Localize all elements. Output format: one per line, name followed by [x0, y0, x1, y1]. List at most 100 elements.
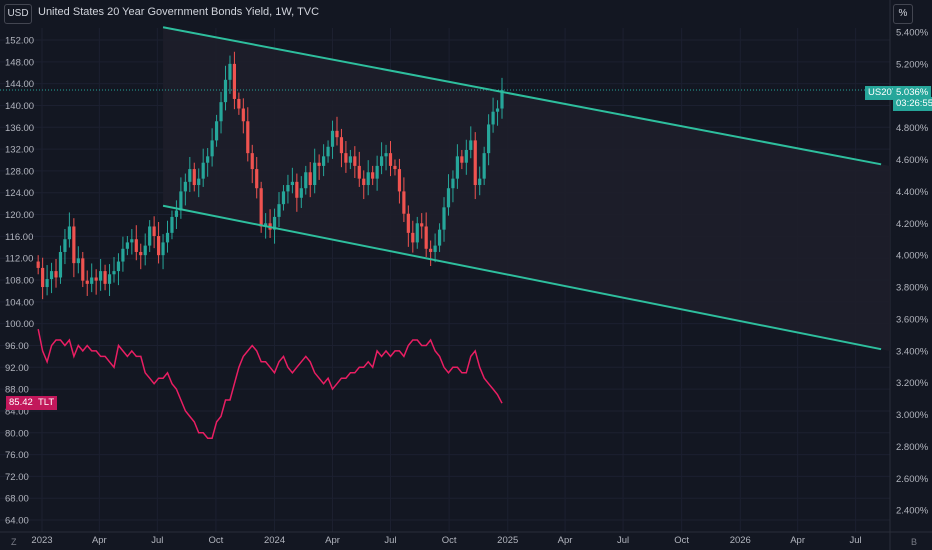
- time-tick-label: Jul: [617, 535, 629, 546]
- candle-body: [429, 248, 433, 252]
- candle: [362, 170, 366, 200]
- left-tick-label: 80.00: [5, 428, 29, 439]
- candle: [246, 107, 250, 162]
- left-tick-label: 76.00: [5, 450, 29, 461]
- candle-body: [54, 271, 58, 278]
- candle: [179, 177, 183, 219]
- right-tick-label: 3.400%: [896, 346, 929, 357]
- candle-body: [478, 178, 482, 186]
- candle-body: [94, 277, 98, 281]
- candle: [473, 132, 477, 200]
- candle-body: [36, 261, 40, 268]
- candle-body: [139, 251, 143, 256]
- bar-countdown: 03:26:55: [893, 97, 932, 111]
- candle-body: [259, 188, 263, 227]
- candle-body: [290, 181, 294, 186]
- candle-body: [437, 229, 442, 246]
- candle-body: [63, 239, 67, 252]
- candle-body: [201, 162, 205, 179]
- candle-body: [402, 191, 406, 214]
- time-tick-label: Oct: [442, 535, 457, 546]
- candle-body: [85, 280, 89, 284]
- channel-lines[interactable]: [162, 26, 882, 351]
- candle: [317, 154, 321, 180]
- candle: [134, 225, 138, 261]
- compare-symbol-tag: TLT: [35, 396, 58, 410]
- right-tick-label: 2.800%: [896, 442, 929, 453]
- candle-body: [241, 108, 245, 122]
- candle-body: [420, 223, 424, 227]
- time-axis[interactable]: 2023 Apr Jul Oct 2024 Apr Jul Oct 2025 Apr Jul Oct 2…: [31, 535, 861, 546]
- candle: [299, 176, 303, 208]
- candle-body: [121, 248, 125, 262]
- candle: [130, 229, 134, 255]
- candle: [99, 258, 103, 291]
- candle: [192, 162, 196, 192]
- candle-body: [161, 242, 165, 256]
- left-tick-label: 140.00: [5, 101, 34, 112]
- candle: [49, 262, 54, 294]
- right-tick-label: 3.800%: [896, 283, 929, 294]
- time-tick-label: Apr: [790, 535, 805, 546]
- candle-body: [451, 178, 455, 189]
- candle-body: [286, 185, 290, 192]
- time-tick-label: Apr: [558, 535, 573, 546]
- candle-body: [388, 153, 393, 166]
- candle-body: [90, 277, 94, 284]
- candle-body: [58, 251, 63, 278]
- candle-body: [366, 172, 370, 186]
- candle-body: [45, 279, 49, 288]
- time-tick-label: Jul: [850, 535, 862, 546]
- candle-body: [442, 207, 446, 230]
- candle: [72, 218, 76, 278]
- candle-body: [491, 111, 495, 125]
- candle-body: [134, 239, 138, 252]
- channel-lower-line[interactable]: [162, 204, 882, 351]
- scale-percent-button[interactable]: %: [893, 4, 913, 24]
- candle-body: [353, 156, 357, 166]
- right-tick-label: 4.200%: [896, 219, 929, 230]
- candle-body: [197, 178, 201, 186]
- left-tick-label: 84.00: [5, 406, 29, 417]
- candle-body: [264, 223, 268, 227]
- bar-settings-icon[interactable]: B: [911, 537, 918, 547]
- symbol-tag: US20Y: [865, 86, 902, 100]
- candle: [67, 212, 71, 248]
- candle: [116, 253, 121, 286]
- candle-body: [362, 178, 366, 186]
- time-tick-label: Jul: [384, 535, 396, 546]
- right-tick-label: 4.600%: [896, 155, 929, 166]
- candle: [223, 65, 228, 111]
- channel-upper-line[interactable]: [162, 26, 882, 166]
- time-tick-label: Jul: [151, 535, 163, 546]
- candle-body: [322, 156, 326, 166]
- candle-body: [67, 226, 71, 240]
- candle: [375, 155, 379, 191]
- candle: [339, 128, 344, 168]
- currency-button[interactable]: USD: [4, 4, 32, 24]
- zoom-icon[interactable]: Z: [11, 537, 17, 547]
- left-tick-label: 120.00: [5, 210, 34, 221]
- candle: [442, 197, 446, 242]
- candle: [406, 205, 410, 247]
- left-tick-label: 88.00: [5, 385, 29, 396]
- candle: [384, 144, 388, 171]
- candle: [183, 173, 187, 206]
- candle: [228, 55, 232, 94]
- candle: [214, 114, 219, 147]
- candle-body: [313, 162, 317, 186]
- candle: [197, 168, 201, 198]
- candle: [366, 160, 370, 196]
- left-tick-label: 148.00: [5, 57, 34, 68]
- candle: [63, 229, 67, 265]
- right-price-axis[interactable]: 5.400%5.200%5.000%4.800%4.600%4.400%4.20…: [896, 28, 929, 517]
- candle: [348, 149, 352, 170]
- time-tick-label: Apr: [92, 535, 107, 546]
- candle-body: [170, 216, 174, 233]
- left-tick-label: 152.00: [5, 36, 34, 47]
- candle: [304, 165, 308, 195]
- candle: [469, 126, 473, 159]
- candle-body: [99, 271, 103, 281]
- left-price-axis[interactable]: 152.00 148.00 144.00 140.00 136.00 132.00 128.…: [5, 36, 34, 527]
